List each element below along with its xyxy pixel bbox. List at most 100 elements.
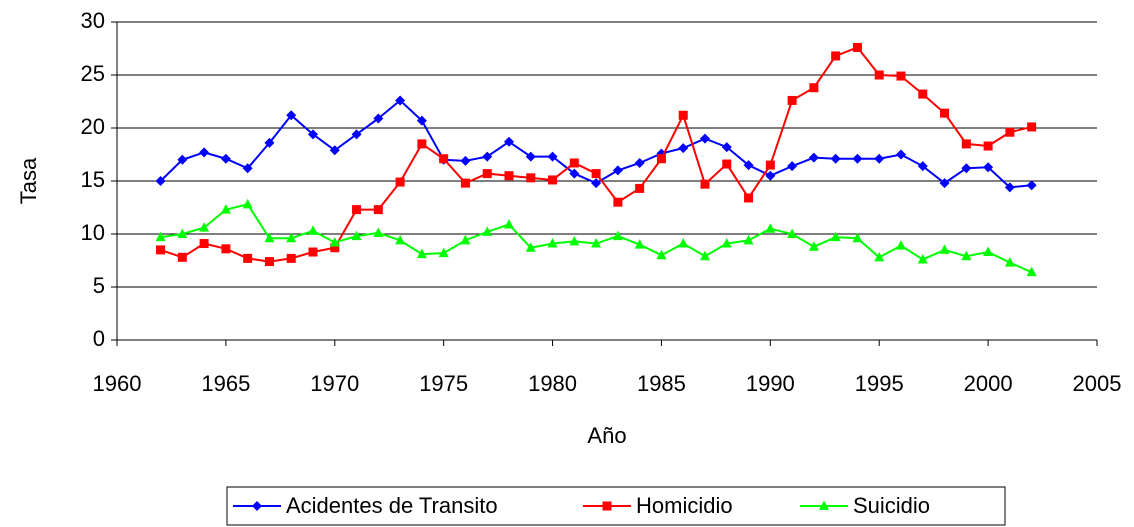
legend-marker — [602, 501, 612, 511]
point-marker — [220, 204, 231, 214]
point-marker — [809, 83, 819, 93]
point-marker — [504, 218, 514, 229]
point-marker — [787, 228, 798, 238]
legend-marker — [819, 500, 829, 510]
point-marker — [286, 110, 297, 121]
point-marker — [525, 151, 536, 162]
y-axis-label: Tasa — [16, 157, 41, 204]
point-marker — [1004, 182, 1015, 193]
point-marker — [264, 137, 275, 148]
point-marker — [525, 242, 536, 252]
point-marker — [460, 178, 470, 188]
point-marker — [504, 136, 514, 147]
point-marker — [700, 133, 710, 144]
point-marker — [591, 169, 601, 179]
point-marker — [156, 245, 166, 255]
point-marker — [352, 205, 362, 215]
point-marker — [482, 226, 493, 236]
point-marker — [939, 244, 950, 254]
point-marker — [787, 95, 797, 105]
point-marker — [242, 198, 253, 209]
point-marker — [221, 244, 231, 254]
point-marker — [787, 161, 798, 172]
point-marker — [308, 129, 318, 140]
y-tick-label: 10 — [81, 220, 105, 245]
point-marker — [983, 162, 994, 173]
point-marker — [612, 165, 623, 176]
point-marker — [896, 149, 906, 160]
point-marker — [526, 173, 536, 183]
legend-label: Suicidio — [853, 493, 930, 518]
point-marker — [1027, 122, 1037, 132]
point-marker — [678, 143, 689, 154]
point-marker — [351, 129, 362, 140]
point-marker — [482, 151, 493, 162]
point-marker — [896, 71, 906, 81]
point-marker — [808, 152, 819, 163]
point-marker — [700, 179, 710, 189]
point-marker — [308, 225, 318, 235]
point-marker — [678, 238, 689, 248]
point-marker — [482, 169, 492, 179]
point-marker — [635, 183, 645, 193]
point-marker — [329, 236, 340, 247]
point-marker — [721, 238, 732, 248]
point-marker — [460, 155, 471, 166]
point-marker — [504, 171, 514, 181]
point-marker — [940, 108, 950, 118]
point-marker — [765, 170, 776, 181]
point-marker — [939, 178, 950, 189]
point-marker — [1026, 266, 1037, 277]
x-tick-label: 1980 — [528, 371, 577, 396]
point-marker — [548, 175, 558, 185]
point-marker — [177, 228, 188, 238]
point-marker — [961, 139, 971, 149]
point-marker — [591, 238, 602, 248]
point-marker — [634, 157, 645, 168]
point-marker — [220, 153, 231, 164]
point-marker — [264, 257, 274, 267]
point-marker — [831, 51, 841, 61]
y-tick-label: 0 — [93, 326, 105, 351]
point-marker — [874, 251, 885, 262]
point-marker — [308, 247, 318, 257]
y-tick-label: 20 — [81, 114, 105, 139]
legend-label: Homicidio — [636, 493, 733, 518]
point-marker — [547, 151, 558, 162]
point-marker — [395, 177, 405, 187]
point-marker — [808, 241, 819, 251]
point-marker — [351, 230, 362, 241]
point-marker — [961, 163, 972, 174]
point-marker — [569, 168, 580, 179]
point-marker — [264, 232, 275, 243]
point-marker — [1004, 257, 1015, 267]
y-tick-label: 30 — [81, 8, 105, 33]
point-marker — [765, 160, 775, 170]
x-tick-label: 1965 — [201, 371, 250, 396]
x-tick-label: 1975 — [419, 371, 468, 396]
point-marker — [439, 154, 449, 164]
x-tick-label: 1995 — [855, 371, 904, 396]
point-marker — [177, 252, 187, 262]
point-marker — [765, 223, 776, 233]
point-marker — [460, 234, 471, 245]
x-tick-label: 1970 — [310, 371, 359, 396]
point-marker — [155, 231, 166, 242]
y-tick-label: 25 — [81, 61, 105, 86]
point-marker — [1026, 180, 1037, 191]
x-tick-label: 1985 — [637, 371, 686, 396]
point-marker — [569, 158, 579, 168]
point-marker — [329, 145, 340, 156]
point-marker — [722, 159, 732, 169]
point-marker — [656, 154, 666, 164]
point-marker — [918, 89, 928, 99]
point-marker — [416, 115, 427, 126]
point-marker — [721, 142, 732, 153]
point-marker — [744, 193, 754, 203]
point-marker — [155, 176, 166, 186]
point-marker — [286, 232, 297, 243]
point-marker — [917, 253, 928, 264]
point-marker — [330, 243, 340, 253]
point-marker — [243, 253, 253, 263]
